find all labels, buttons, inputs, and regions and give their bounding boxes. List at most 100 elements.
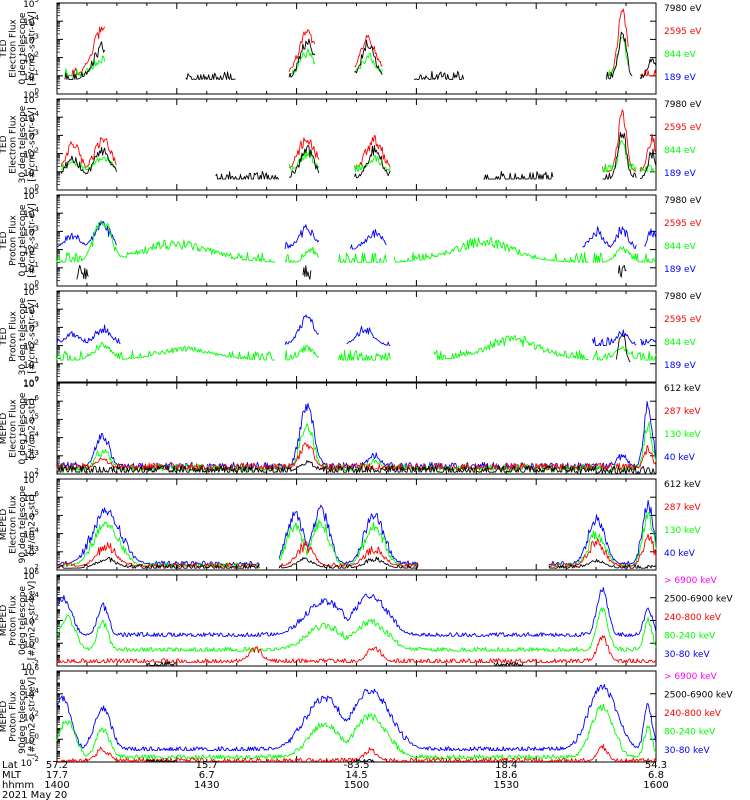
legend-entry: 30-80 keV — [664, 746, 710, 756]
x-tick-label-hhmm: 1400 — [44, 780, 69, 791]
series-line — [64, 36, 629, 77]
legend-entry: 7980 eV — [664, 292, 702, 302]
y-axis-label: MEPEDProton Flux90deg telescope[#/cm2-s-… — [0, 677, 38, 756]
x-tick-label-lat: -83.5 — [344, 760, 370, 771]
series-line — [57, 511, 657, 567]
series-line — [60, 131, 657, 180]
legend-entry: 2595 eV — [664, 27, 702, 37]
x-tick-label-mlt: 18.6 — [495, 770, 517, 781]
legend-entry: 30-80 keV — [664, 650, 710, 660]
x-tick-label-lat: 18.4 — [495, 760, 517, 771]
panel-frame — [56, 574, 657, 667]
legend-entry: 844 eV — [664, 338, 697, 348]
legend-entry: 7980 eV — [664, 196, 702, 206]
y-axis-label: TEDProton Flux30 deg telescope[#/cm2-s-s… — [0, 297, 38, 375]
x-tick-label-hhmm: 1600 — [643, 780, 668, 791]
series-line — [615, 334, 631, 363]
x-tick-label-hhmm: 1430 — [194, 780, 219, 791]
series-line — [64, 31, 657, 80]
legend-entry: 612 keV — [664, 384, 701, 394]
y-axis-label: TEDProton Flux0 deg telescope[#/cm2-s-st… — [0, 203, 38, 278]
legend-entry: 2595 eV — [664, 315, 702, 325]
series-line — [56, 442, 657, 470]
legend-entry: 2500-6900 keV — [664, 595, 733, 605]
legend-entry: > 6900 keV — [664, 672, 718, 682]
x-tick-label-hhmm: 1500 — [344, 780, 369, 791]
x-tick-label-lat: 54.3 — [645, 760, 667, 771]
x-date-label: 2021 May 20 — [2, 790, 67, 800]
legend-entry: 80-240 keV — [664, 632, 716, 642]
series-line — [56, 314, 657, 347]
x-row-label-lat: Lat — [2, 760, 18, 771]
y-axis-label: MEPEDElectron Flux90 deg telescope[#/cm2… — [0, 485, 38, 563]
legend-entry: 844 eV — [664, 242, 697, 252]
series-line — [60, 109, 657, 173]
series-line — [56, 703, 657, 760]
legend-entry: 189 eV — [664, 169, 697, 179]
legend-entry: 240-800 keV — [664, 613, 722, 623]
legend-entry: > 6900 keV — [664, 576, 718, 586]
legend-entry: 130 keV — [664, 526, 701, 536]
series-line — [56, 401, 657, 469]
series-line — [56, 684, 657, 752]
x-tick-label-lat: 57.2 — [46, 760, 68, 771]
series-line — [60, 140, 656, 173]
legend-entry: 7980 eV — [664, 4, 702, 14]
x-tick-label-mlt: 6.7 — [199, 770, 215, 781]
series-line — [56, 607, 657, 652]
x-tick-label-mlt: 17.7 — [46, 770, 68, 781]
legend-entry: 287 keV — [664, 503, 701, 513]
legend-entry: 287 keV — [664, 407, 701, 417]
legend-entry: 40 keV — [664, 453, 696, 463]
legend-entry: 844 eV — [664, 50, 697, 60]
series-line — [57, 460, 656, 474]
x-tick-label-lat: 15.7 — [196, 760, 218, 771]
x-row-label-hhmm: hhmm — [2, 780, 34, 791]
panel-frame — [56, 290, 657, 383]
series-line — [56, 556, 657, 569]
y-axis-label: TEDElectron Flux0 deg telescope[#/cm2-s-… — [0, 11, 38, 86]
legend-entry: 7980 eV — [664, 100, 702, 110]
y-tick-label: 105 — [23, 0, 39, 10]
legend-entry: 130 keV — [664, 430, 701, 440]
legend-entry: 189 eV — [664, 361, 697, 371]
series-line — [56, 499, 657, 565]
panel-frame — [56, 478, 657, 571]
legend-entry: 80-240 keV — [664, 728, 716, 738]
series-line — [64, 8, 657, 77]
legend-entry: 2500-6900 keV — [664, 691, 733, 701]
legend-entry: 40 keV — [664, 549, 696, 559]
series-line — [56, 635, 657, 664]
y-axis-label: MEPEDElectron Flux0 deg telescope[#/cm2-… — [0, 392, 38, 464]
legend-entry: 2595 eV — [664, 123, 702, 133]
series-line — [56, 533, 657, 567]
series-line — [145, 758, 375, 762]
series-line — [146, 661, 524, 666]
series-line — [56, 335, 657, 361]
panel-frame — [56, 382, 657, 475]
panel-frame — [56, 2, 657, 95]
legend-entry: 2595 eV — [664, 219, 702, 229]
panel-frame — [56, 194, 657, 287]
series-line — [56, 587, 657, 637]
legend-entry: 189 eV — [664, 265, 697, 275]
x-tick-label-mlt: 6.8 — [648, 770, 664, 781]
series-line — [56, 220, 656, 263]
legend-entry: 240-800 keV — [664, 709, 722, 719]
legend-entry: 189 eV — [664, 73, 697, 83]
legend-entry: 844 eV — [664, 146, 697, 156]
x-tick-label-mlt: 14.5 — [345, 770, 367, 781]
y-axis-label: MEPEDProton Flux0deg telescope[#/cm2-s-s… — [0, 581, 38, 660]
y-axis-label: TEDElectron Flux30 deg telescope[#/cm2-s… — [0, 105, 38, 183]
